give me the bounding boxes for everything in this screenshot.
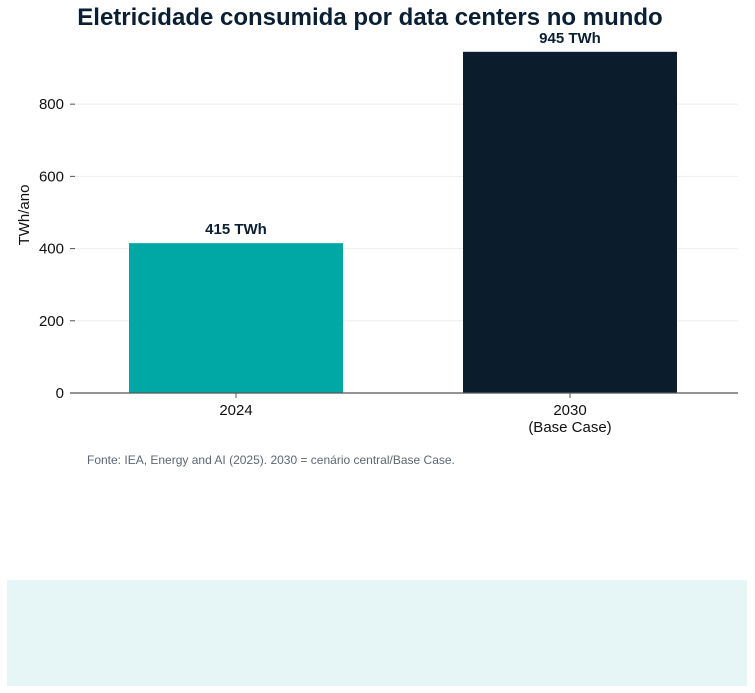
x-axis-ticks: 2024 2030(Base Case)	[219, 393, 612, 436]
x-tick-label: (Base Case)	[528, 419, 611, 436]
data-label: 945 TWh	[539, 30, 601, 47]
data-label: 415 TWh	[205, 221, 267, 238]
x-tick-label: 2024	[219, 402, 252, 419]
y-tick-label: 200	[39, 313, 64, 330]
source-note: Fonte: IEA, Energy and AI (2025). 2030 =…	[87, 453, 455, 467]
x-tick-label: 2030	[553, 402, 586, 419]
bar	[129, 243, 343, 393]
bar	[463, 51, 677, 393]
chart: Eletricidade consumida por data centers …	[16, 4, 738, 436]
y-tick-label: 400	[39, 241, 64, 258]
chart-title: Eletricidade consumida por data centers …	[77, 4, 662, 31]
bars: 415 TWh 945 TWh	[129, 30, 677, 393]
y-axis-ticks: 0 200 400 600 800	[39, 96, 75, 402]
y-tick-label: 800	[39, 96, 64, 113]
y-axis-label: TWh/ano	[16, 185, 33, 246]
footer-panel	[7, 580, 747, 686]
y-tick-label: 600	[39, 168, 64, 185]
y-tick-label: 0	[56, 385, 64, 402]
